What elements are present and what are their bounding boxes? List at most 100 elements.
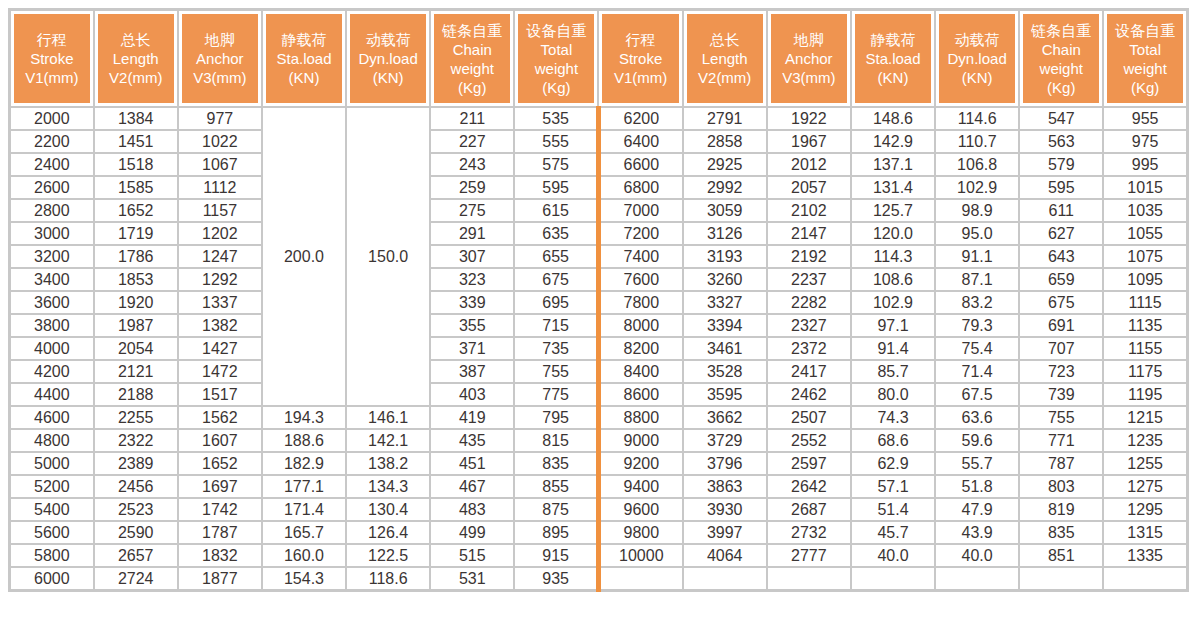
cell-total-weight-right: 1335 [1103,544,1187,567]
cell-anchor-right [767,567,851,591]
cell-chain-weight-left: 419 [430,406,514,429]
cell-anchor-right: 1967 [767,130,851,153]
cell-length-right: 2858 [683,130,767,153]
header-line: 行程 [599,30,681,49]
cell-length-right: 3863 [683,475,767,498]
cell-total-weight-right: 1255 [1103,452,1187,475]
cell-length-right: 2992 [683,176,767,199]
table-row: 280016521157275615700030592102125.798.96… [10,199,1188,222]
cell-sta-load-left: 182.9 [262,452,346,475]
header-line: (KN) [852,68,934,87]
cell-stroke-left: 6000 [10,567,94,591]
header-dyn-load-left: 动载荷Dyn.load(KN) [346,10,430,108]
cell-length-right: 3059 [683,199,767,222]
cell-sta-load-right [851,567,935,591]
cell-stroke-left: 5400 [10,498,94,521]
cell-chain-weight-left: 531 [430,567,514,591]
cell-total-weight-right: 1315 [1103,521,1187,544]
cell-dyn-load-right: 87.1 [935,268,1019,291]
cell-stroke-right [598,567,682,591]
cell-anchor-right: 2687 [767,498,851,521]
cell-stroke-right: 8800 [598,406,682,429]
cell-length-right: 4064 [683,544,767,567]
cell-anchor-left: 1652 [178,452,262,475]
cell-stroke-left: 5200 [10,475,94,498]
header-line: Dyn.load [936,49,1018,68]
cell-sta-load-left: 177.1 [262,475,346,498]
cell-chain-weight-right: 835 [1019,521,1103,544]
cell-dyn-load-right: 110.7 [935,130,1019,153]
table-row: 360019201337339695780033272282102.983.26… [10,291,1188,314]
header-line: Chain [431,40,513,59]
cell-stroke-right: 7200 [598,222,682,245]
header-line: 设备自重 [515,21,597,40]
cell-anchor-left: 1157 [178,199,262,222]
cell-dyn-load-right: 55.7 [935,452,1019,475]
cell-stroke-left: 2600 [10,176,94,199]
cell-length-right [683,567,767,591]
cell-chain-weight-right: 755 [1019,406,1103,429]
cell-anchor-right: 2102 [767,199,851,222]
cell-stroke-left: 2800 [10,199,94,222]
cell-length-left: 1518 [94,153,178,176]
cell-dyn-load-right: 40.0 [935,544,1019,567]
cell-anchor-right: 2057 [767,176,851,199]
header-line: Dyn.load [347,49,429,68]
cell-chain-weight-left: 211 [430,107,514,130]
cell-stroke-left: 4000 [10,337,94,360]
cell-sta-load-right: 148.6 [851,107,935,130]
cell-length-left: 2657 [94,544,178,567]
cell-total-weight-left: 895 [514,521,598,544]
cell-chain-weight-right: 851 [1019,544,1103,567]
cell-dyn-load-right: 71.4 [935,360,1019,383]
header-length-right: 总长LengthV2(mm) [683,10,767,108]
cell-total-weight-right: 995 [1103,153,1187,176]
cell-total-weight-right: 1175 [1103,360,1187,383]
cell-chain-weight-left: 451 [430,452,514,475]
cell-chain-weight-left: 355 [430,314,514,337]
cell-anchor-right: 2732 [767,521,851,544]
cell-stroke-right: 9600 [598,498,682,521]
header-line: 链条自重 [431,21,513,40]
cell-length-left: 1987 [94,314,178,337]
cell-sta-load-right: 120.0 [851,222,935,245]
cell-dyn-load-right [935,567,1019,591]
header-length-left: 总长LengthV2(mm) [94,10,178,108]
cell-chain-weight-right: 675 [1019,291,1103,314]
cell-anchor-right: 2507 [767,406,851,429]
header-line: (Kg) [515,78,597,97]
header-line: V2(mm) [684,68,766,87]
cell-sta-load-right: 62.9 [851,452,935,475]
cell-anchor-left: 1112 [178,176,262,199]
cell-total-weight-right: 1235 [1103,429,1187,452]
cell-chain-weight-left: 467 [430,475,514,498]
cell-chain-weight-right: 723 [1019,360,1103,383]
cell-length-right: 3126 [683,222,767,245]
cell-length-right: 3394 [683,314,767,337]
table-row: 580026571832160.0122.5515915100004064277… [10,544,1188,567]
cell-sta-load-right: 74.3 [851,406,935,429]
header-line: 静载荷 [852,30,934,49]
cell-length-left: 1920 [94,291,178,314]
cell-anchor-left: 1472 [178,360,262,383]
cell-length-right: 3528 [683,360,767,383]
cell-stroke-left: 5800 [10,544,94,567]
header-line: V2(mm) [95,68,177,87]
header-line: Stroke [11,49,93,68]
cell-chain-weight-right: 787 [1019,452,1103,475]
cell-anchor-right: 2237 [767,268,851,291]
cell-length-right: 3595 [683,383,767,406]
table-row: 500023891652182.9138.2451835920037962597… [10,452,1188,475]
cell-total-weight-left: 755 [514,360,598,383]
cell-total-weight-left: 935 [514,567,598,591]
header-line: V3(mm) [768,68,850,87]
cell-dyn-load-right: 98.9 [935,199,1019,222]
cell-sta-load-left: 188.6 [262,429,346,452]
cell-total-weight-left: 575 [514,153,598,176]
cell-total-weight-left: 775 [514,383,598,406]
cell-length-right: 3327 [683,291,767,314]
cell-stroke-right: 8200 [598,337,682,360]
table-row: 540025231742171.4130.4483875960039302687… [10,498,1188,521]
header-line: Length [684,49,766,68]
cell-total-weight-left: 535 [514,107,598,130]
